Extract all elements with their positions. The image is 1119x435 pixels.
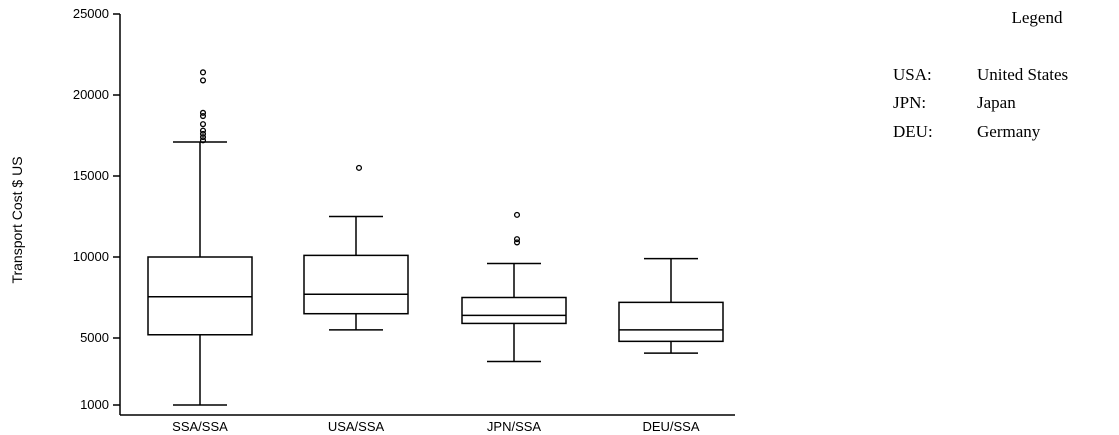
outlier-point [199, 130, 207, 137]
outlier-point [199, 134, 207, 141]
box-usa-ssa [303, 164, 409, 331]
outlier-point [199, 137, 207, 144]
legend-name: United States [977, 65, 1068, 84]
y-tick-label: 20000 [73, 87, 109, 102]
legend-name: Japan [977, 93, 1016, 112]
outlier-point [355, 164, 363, 171]
legend: Legend USA: United States JPN: Japan DEU: Ger… [893, 8, 1068, 141]
y-axis-label: Transport Cost $ US [9, 156, 25, 283]
y-tick-label: 10000 [73, 249, 109, 264]
box-ssa-ssa [147, 69, 253, 406]
legend-title: Legend [1012, 8, 1063, 27]
outlier-point [199, 77, 207, 84]
y-tick-label: 1000 [80, 397, 109, 412]
outlier-point [513, 236, 521, 243]
box-jpn-ssa [461, 211, 567, 363]
outlier-point [199, 127, 207, 134]
legend-name: Germany [977, 122, 1041, 141]
y-tick-label: 5000 [80, 330, 109, 345]
outlier-point [199, 69, 207, 76]
x-category-label: SSA/SSA [172, 419, 228, 434]
outlier-point [199, 113, 207, 120]
x-category-label: DEU/SSA [642, 419, 699, 434]
box-iqr [147, 256, 253, 336]
y-tick-label: 25000 [73, 6, 109, 21]
x-category-label: JPN/SSA [487, 419, 542, 434]
legend-code: DEU: [893, 122, 933, 141]
legend-code: USA: [893, 65, 932, 84]
x-tick-labels: SSA/SSA USA/SSA JPN/SSA DEU/SSA [172, 419, 700, 434]
outlier-point [199, 121, 207, 128]
outlier-point [513, 211, 521, 218]
box-deu-ssa [618, 257, 724, 354]
box-iqr [618, 301, 724, 343]
outlier-point [513, 239, 521, 246]
y-tick-label: 15000 [73, 168, 109, 183]
box-series [147, 69, 724, 406]
box-iqr [461, 296, 567, 325]
y-ticks: 1000 5000 10000 15000 20000 25000 [73, 6, 120, 412]
box-iqr [303, 254, 409, 315]
x-category-label: USA/SSA [328, 419, 385, 434]
legend-code: JPN: [893, 93, 926, 112]
legend-entries: USA: United States JPN: Japan DEU: Germany [893, 65, 1068, 141]
outlier-point [199, 109, 207, 116]
axes [119, 14, 735, 416]
